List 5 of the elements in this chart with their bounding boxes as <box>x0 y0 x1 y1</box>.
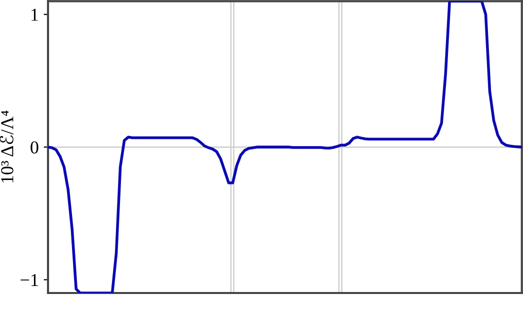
y-tick-label: −1 <box>20 274 38 286</box>
y-tick-label: 1 <box>32 8 38 21</box>
y-axis-title: 10³ Δℰ/Λ⁴ <box>0 110 14 182</box>
y-tick-label: 0 <box>30 141 38 154</box>
line-series <box>48 1 522 293</box>
